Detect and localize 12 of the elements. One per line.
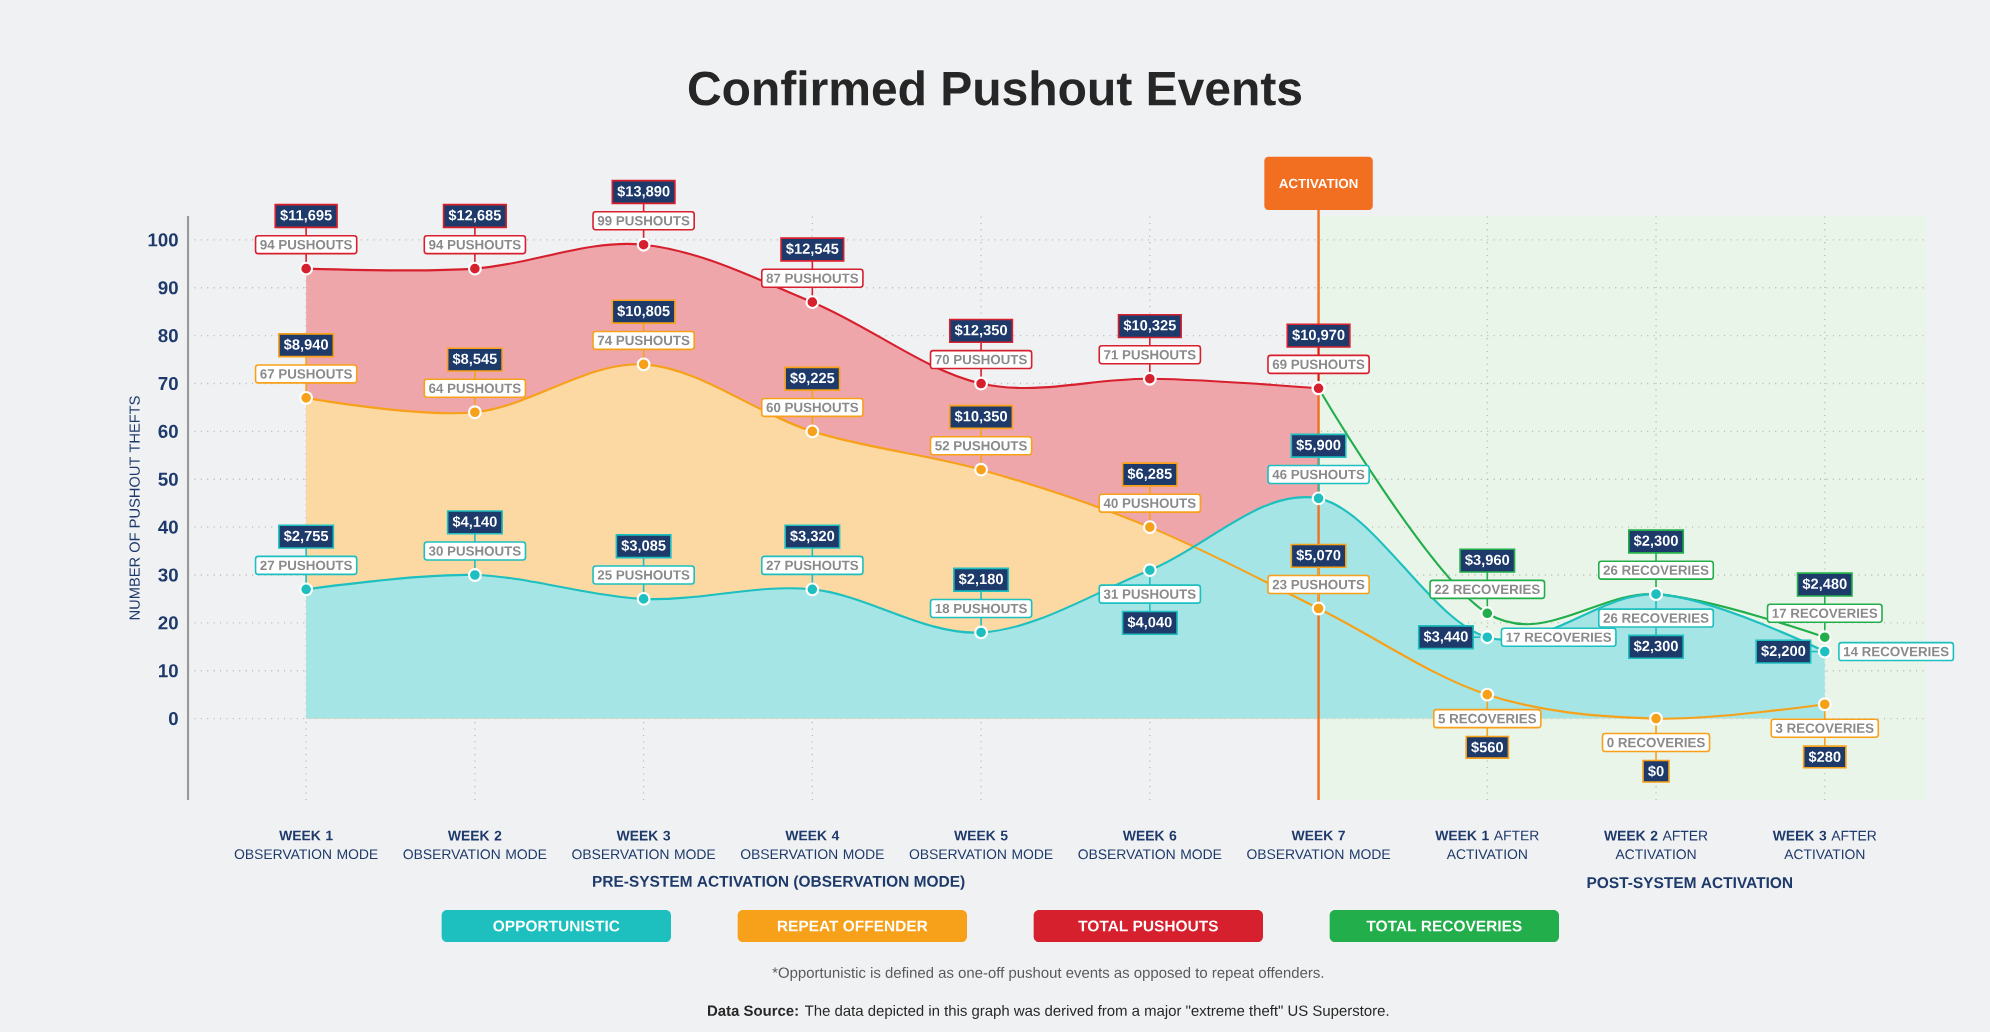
y-tick-label: 60 [158,424,178,438]
y-tick-label: 40 [158,520,178,534]
y-tick-label: 80 [158,329,178,343]
y-tick-label: 20 [158,616,178,630]
y-tick-label: 0 [168,712,178,726]
y-tick-label: 30 [158,568,178,582]
y-tick-label: 10 [159,664,178,678]
chart-title: Confirmed Pushout Events [688,70,1302,106]
y-tick-label: 70 [158,376,178,391]
y-tick-label: 100 [148,233,178,247]
y-tick-label: 90 [158,281,178,295]
y-tick-label: 50 [158,472,178,486]
